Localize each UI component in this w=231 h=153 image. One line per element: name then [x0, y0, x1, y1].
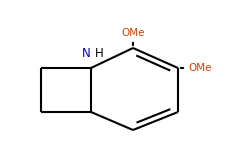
Text: OMe: OMe — [121, 28, 145, 38]
Text: H: H — [95, 47, 103, 60]
Text: N: N — [82, 47, 90, 60]
Text: OMe: OMe — [188, 63, 212, 73]
